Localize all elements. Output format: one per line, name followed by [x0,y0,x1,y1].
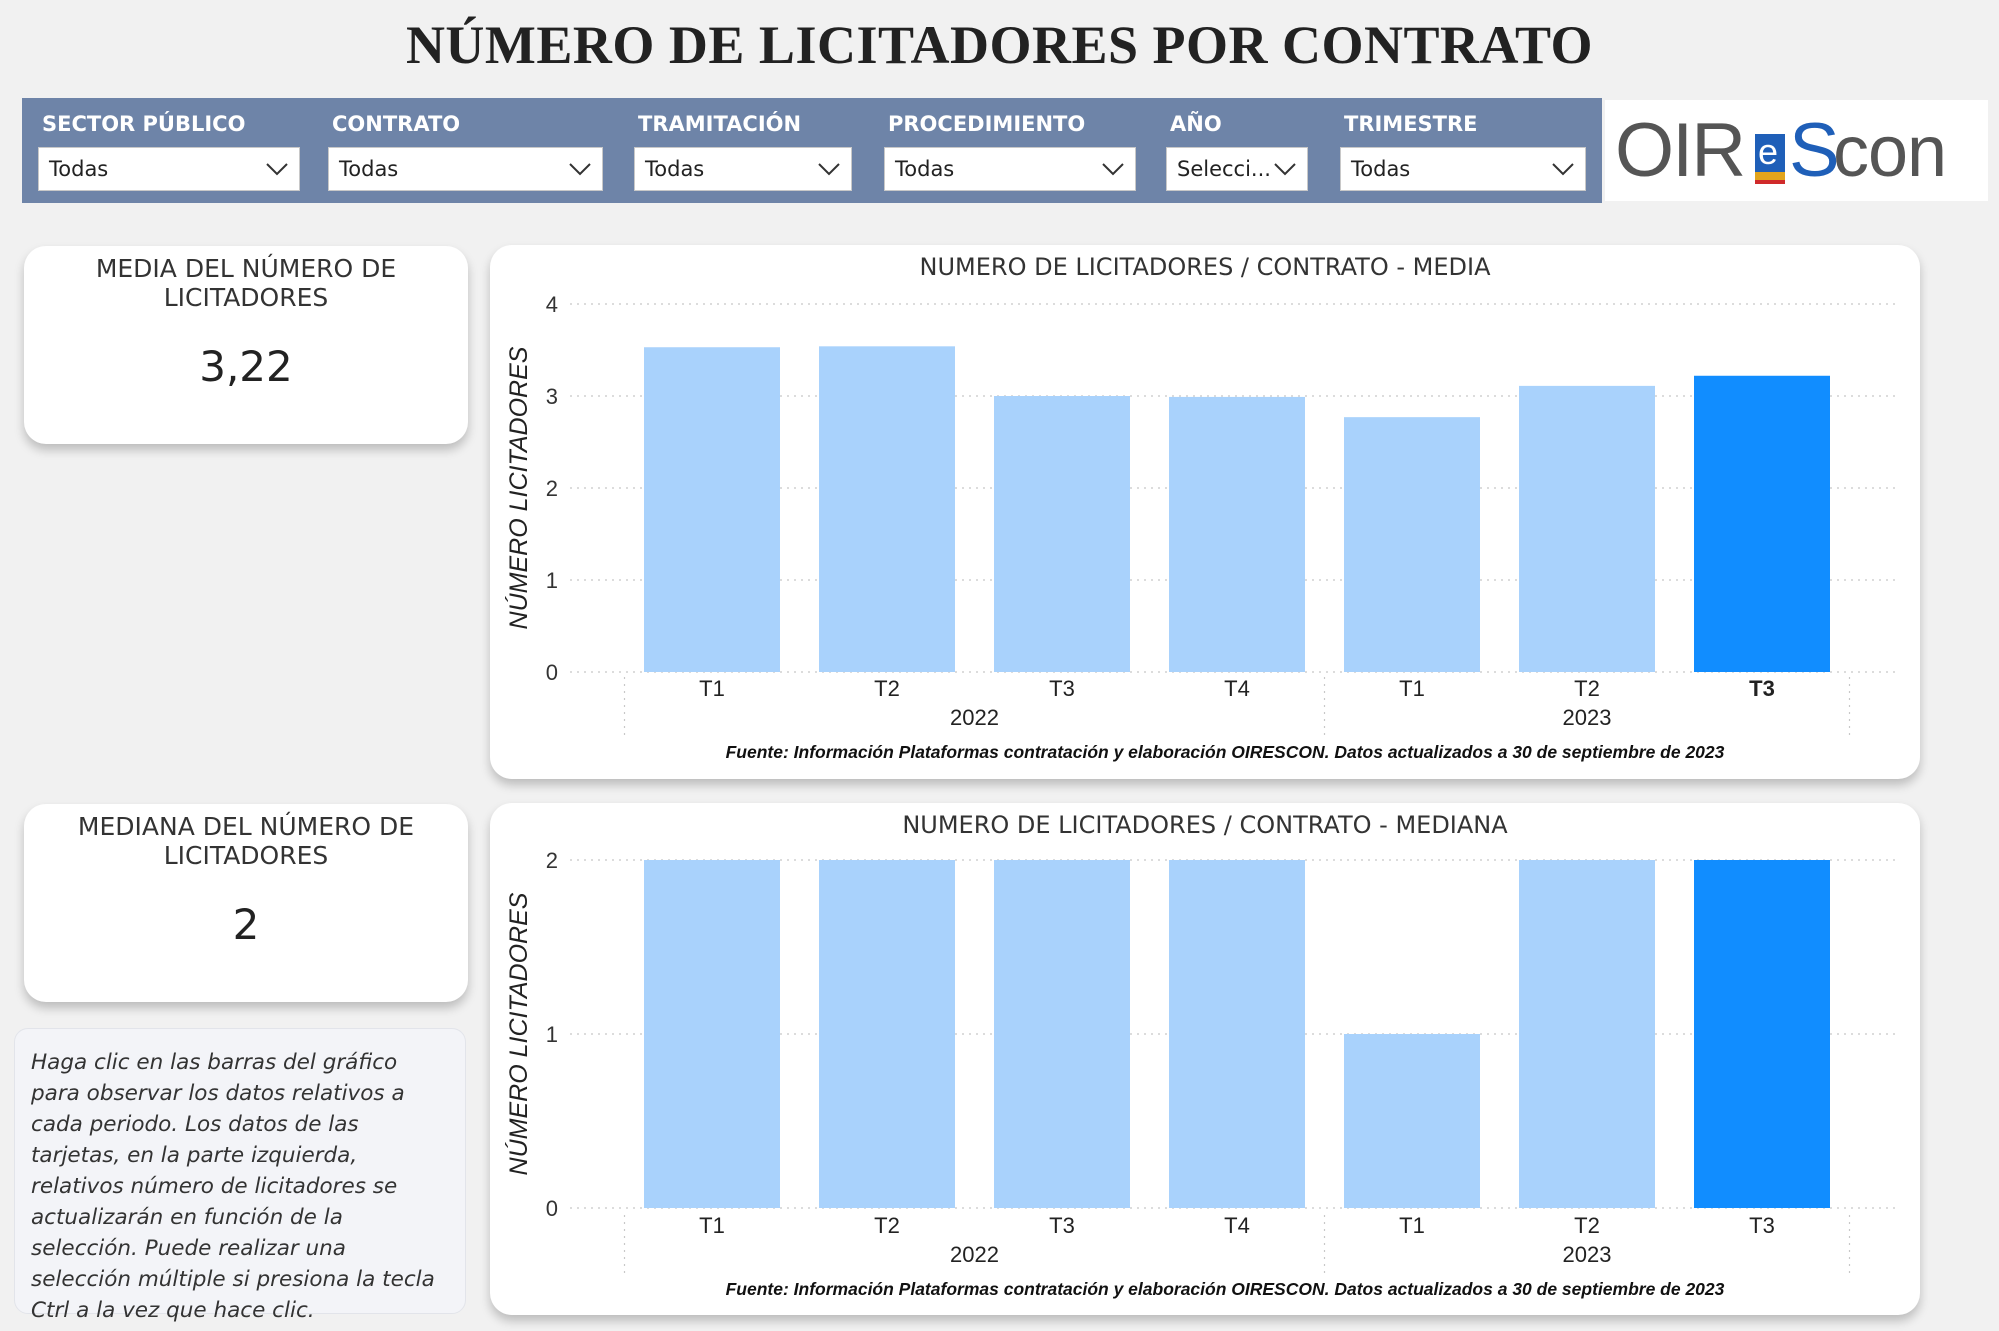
y-tick-label: 2 [546,848,558,873]
year-label: 2022 [950,1242,999,1267]
bar[interactable] [994,396,1130,672]
x-tick-label: T2 [1574,676,1600,701]
y-tick-label: 2 [546,476,558,501]
bar[interactable] [1519,385,1655,672]
trimestre-dropdown[interactable]: Todas [1340,147,1586,191]
kpi-mean-card: MEDIA DEL NÚMERO DE LICITADORES 3,22 [24,246,468,444]
chevron-down-icon [569,163,591,176]
dropdown-value: Todas [339,157,399,181]
filter-trimestre: TRIMESTRE Todas [1324,98,1602,203]
filter-label: AÑO [1170,112,1222,136]
x-tick-label: T3 [1049,1213,1075,1238]
x-tick-label: T2 [874,676,900,701]
kpi-median-title: MEDIANA DEL NÚMERO DE LICITADORES [77,812,415,870]
x-tick-label: T4 [1224,676,1250,701]
bar[interactable] [1519,860,1655,1208]
y-tick-label: 1 [546,568,558,593]
anio-dropdown[interactable]: Selecci... [1166,147,1308,191]
filter-label: CONTRATO [332,112,461,136]
kpi-mean-title: MEDIA DEL NÚMERO DE LICITADORES [95,254,397,312]
bar[interactable] [644,860,780,1208]
x-tick-label: T3 [1749,676,1775,701]
chart-mediana: 0 1 2 NÚMERO LICITADORES T1 T2 T3 T4 T1 T2 T3 2022 2… [504,848,1900,1275]
bar[interactable] [994,860,1130,1208]
dropdown-value: Todas [1351,157,1411,181]
bar[interactable] [819,346,955,672]
x-tick-label: T1 [699,1213,725,1238]
svg-text:OIR: OIR [1615,108,1744,193]
year-label: 2022 [950,705,999,730]
x-tick-label: T4 [1224,1213,1250,1238]
x-tick-label: T2 [1574,1213,1600,1238]
chart-media-card: NUMERO DE LICITADORES / CONTRATO - MEDIA… [490,245,1920,779]
tramitacion-dropdown[interactable]: Todas [634,147,852,191]
x-tick-label: T1 [699,676,725,701]
svg-text:e: e [1758,131,1778,172]
y-tick-label: 0 [546,660,558,685]
procedimiento-dropdown[interactable]: Todas [884,147,1136,191]
logo-graphic: OIR e S con [1615,108,1947,193]
chevron-down-icon [266,163,288,176]
filter-label: SECTOR PÚBLICO [42,112,246,136]
kpi-median-card: MEDIANA DEL NÚMERO DE LICITADORES 2 [24,804,468,1002]
x-tick-label: T3 [1749,1213,1775,1238]
bar[interactable] [1344,417,1480,672]
bar[interactable] [1169,396,1305,672]
year-label: 2023 [1563,705,1612,730]
help-note: Haga clic en las barras del gráfico para… [14,1028,466,1323]
filter-label: TRAMITACIÓN [638,112,802,136]
filter-bar: SECTOR PÚBLICO Todas CONTRATO Todas TRAM… [22,98,1602,203]
year-label: 2023 [1563,1242,1612,1267]
filter-sector-publico: SECTOR PÚBLICO Todas [22,98,312,203]
y-axis-label: NÚMERO LICITADORES [504,892,533,1175]
chart-mediana-title: NUMERO DE LICITADORES / CONTRATO - MEDIA… [902,811,1508,839]
chart-media-title: NUMERO DE LICITADORES / CONTRATO - MEDIA [919,253,1491,281]
page-title: NÚMERO DE LICITADORES POR CONTRATO [405,15,1594,75]
chevron-down-icon [1274,163,1296,176]
kpi-median-value: 2 [232,900,260,949]
bar[interactable] [1694,860,1830,1208]
dropdown-value: Todas [895,157,955,181]
kpi-mean-value: 3,22 [199,342,293,391]
filter-anio: AÑO Selecci... [1150,98,1324,203]
y-tick-label: 4 [546,292,558,317]
bar[interactable] [1169,860,1305,1208]
chart-mediana-card: NUMERO DE LICITADORES / CONTRATO - MEDIA… [490,803,1920,1315]
filter-contrato: CONTRATO Todas [312,98,618,203]
y-tick-label: 1 [546,1022,558,1047]
filter-procedimiento: PROCEDIMIENTO Todas [868,98,1150,203]
x-tick-label: T1 [1399,1213,1425,1238]
filter-label: PROCEDIMIENTO [888,112,1086,136]
y-axis-label: NÚMERO LICITADORES [504,346,533,629]
dropdown-value: Todas [645,157,705,181]
oirescon-logo: OIR e S con [1605,100,1988,201]
x-tick-label: T1 [1399,676,1425,701]
svg-text:con: con [1833,112,1946,192]
x-tick-label: T3 [1049,676,1075,701]
chart-mediana-source: Fuente: Información Plataformas contrata… [725,1279,1725,1299]
chart-media: 0 1 2 3 4 NÚMERO LICITADORES T1 T2 T3 T4 T1 T2 T3 202… [504,292,1900,737]
chevron-down-icon [818,163,840,176]
filter-label: TRIMESTRE [1344,112,1478,136]
dropdown-value: Todas [49,157,109,181]
dropdown-value: Selecci... [1177,157,1271,181]
chevron-down-icon [1552,163,1574,176]
help-text: Haga clic en las barras del gráfico para… [31,1050,435,1323]
y-tick-label: 0 [546,1196,558,1221]
chevron-down-icon [1102,163,1124,176]
bar[interactable] [1694,375,1830,672]
contrato-dropdown[interactable]: Todas [328,147,603,191]
sector-publico-dropdown[interactable]: Todas [38,147,300,191]
bar[interactable] [819,860,955,1208]
bar[interactable] [644,347,780,672]
bar[interactable] [1344,1034,1480,1208]
filter-tramitacion: TRAMITACIÓN Todas [618,98,868,203]
y-tick-label: 3 [546,384,558,409]
chart-media-source: Fuente: Información Plataformas contrata… [725,742,1725,762]
svg-text:S: S [1789,108,1840,193]
x-tick-label: T2 [874,1213,900,1238]
